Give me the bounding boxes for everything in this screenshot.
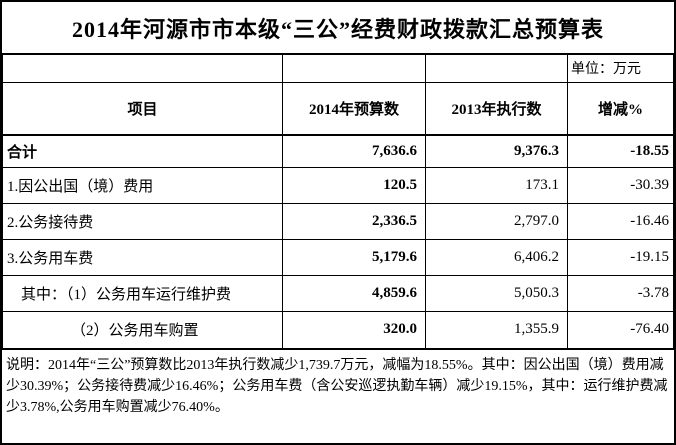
empty-cell	[425, 55, 568, 83]
table-row: 合计 7,636.6 9,376.3 -18.55	[2, 134, 674, 168]
budget-2014-cell: 120.5	[282, 166, 426, 204]
actual-2013-cell: 2,797.0	[425, 202, 568, 240]
table-row: 1.因公出国（境）费用 120.5 173.1 -30.39	[2, 166, 674, 204]
empty-cell	[282, 55, 426, 83]
actual-2013-cell: 9,376.3	[425, 134, 568, 168]
unit-label: 单位：万元	[567, 55, 674, 83]
change-pct-cell: -16.46	[567, 202, 674, 240]
change-pct-cell: -3.78	[567, 274, 674, 312]
table-row: （2）公务用车购置 320.0 1,355.9 -76.40	[2, 310, 674, 349]
change-pct-cell: -30.39	[567, 166, 674, 204]
budget-2014-cell: 2,336.5	[282, 202, 426, 240]
item-cell: 其中：（1）公务用车运行维护费	[2, 274, 283, 312]
actual-2013-cell: 1,355.9	[425, 310, 568, 349]
item-cell: 1.因公出国（境）费用	[2, 166, 283, 204]
change-pct-cell: -19.15	[567, 238, 674, 276]
page-title: 2014年河源市市本级“三公”经费财政拨款汇总预算表	[2, 2, 674, 55]
column-header-change-pct: 增减%	[567, 81, 674, 136]
actual-2013-cell: 5,050.3	[425, 274, 568, 312]
table-row: 其中：（1）公务用车运行维护费 4,859.6 5,050.3 -3.78	[2, 274, 674, 312]
table-body: 合计 7,636.6 9,376.3 -18.55 1.因公出国（境）费用 120.5 17…	[2, 134, 674, 349]
actual-2013-cell: 173.1	[425, 166, 568, 204]
item-cell: 2.公务接待费	[2, 202, 283, 240]
explanatory-note: 说明：2014年“三公”预算数比2013年执行数减少1,739.7万元，减幅为1…	[2, 348, 674, 436]
change-pct-cell: -76.40	[567, 310, 674, 349]
budget-2014-cell: 5,179.6	[282, 238, 426, 276]
table-row: 3.公务用车费 5,179.6 6,406.2 -19.15	[2, 238, 674, 276]
column-header-item: 项目	[2, 81, 283, 136]
budget-2014-cell: 4,859.6	[282, 274, 426, 312]
change-pct-cell: -18.55	[567, 134, 674, 168]
table-row: 2.公务接待费 2,336.5 2,797.0 -16.46	[2, 202, 674, 240]
actual-2013-cell: 6,406.2	[425, 238, 568, 276]
unit-row: 单位：万元	[2, 55, 674, 83]
budget-table: 单位：万元 项目 2014年预算数 2013年执行数 增减% 合计 7,636.6…	[2, 55, 674, 349]
column-header-budget-2014: 2014年预算数	[282, 81, 426, 136]
item-cell: 合计	[2, 134, 283, 168]
empty-cell	[2, 55, 283, 83]
budget-2014-cell: 320.0	[282, 310, 426, 349]
column-header-actual-2013: 2013年执行数	[425, 81, 568, 136]
item-cell: 3.公务用车费	[2, 238, 283, 276]
budget-2014-cell: 7,636.6	[282, 134, 426, 168]
table-header-row: 项目 2014年预算数 2013年执行数 增减%	[2, 81, 674, 136]
item-cell: （2）公务用车购置	[2, 310, 283, 349]
